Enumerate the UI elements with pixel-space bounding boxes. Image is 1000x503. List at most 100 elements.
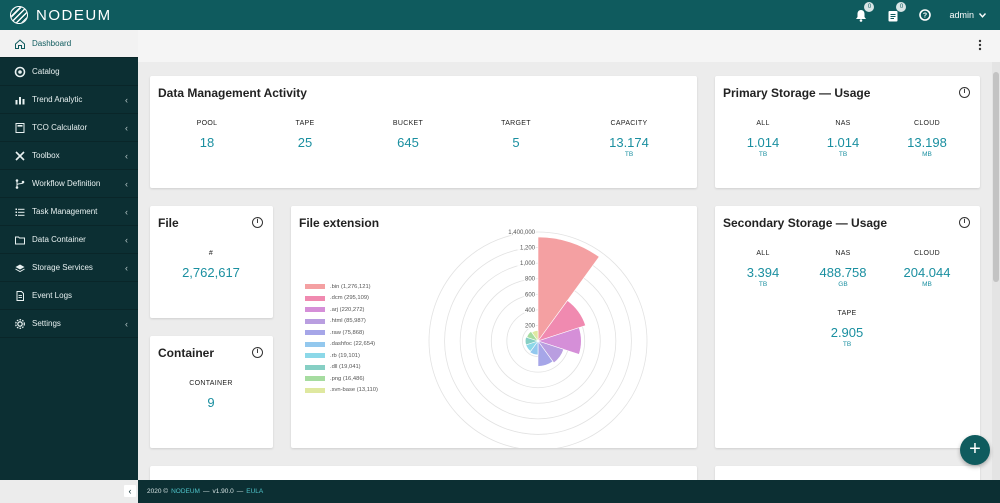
stat-value: 13.198 [907, 135, 947, 150]
sidebar-item-dashboard[interactable]: Dashboard [0, 30, 138, 58]
stat-value: 5 [512, 135, 520, 150]
slice-arj[interactable] [537, 327, 582, 355]
card-title: File [158, 216, 179, 230]
slice-bin[interactable] [537, 236, 600, 342]
stat-value: 204.044 [903, 265, 951, 280]
footer-copyright: 2020 © [147, 488, 169, 495]
legend-item[interactable]: .bin (1,276,121) [305, 281, 378, 293]
tick-label-bg [517, 259, 536, 267]
legend-item[interactable]: .rb (19,101) [305, 350, 378, 362]
scrollbar-thumb[interactable] [993, 72, 999, 282]
stat-value: 645 [397, 135, 419, 150]
chevron-left-icon: ‹ [125, 234, 128, 245]
slice-svn-base[interactable] [531, 330, 539, 342]
sidebar-item-label: Catalog [32, 67, 60, 76]
user-menu[interactable]: admin [949, 10, 986, 20]
sidebar-item-workflow-definition[interactable]: Workflow Definition ‹ [0, 170, 138, 198]
legend-item[interactable]: .dashfoc (22,654) [305, 339, 378, 351]
legend-swatch [305, 364, 325, 370]
sidebar: Dashboard Catalog Trend Analytic ‹ TCO Calcu… [0, 30, 138, 480]
sidebar-item-catalog[interactable]: Catalog [0, 58, 138, 86]
info-icon[interactable]: i [959, 217, 970, 228]
stat-label: CLOUD [913, 250, 940, 257]
slice-html[interactable] [537, 340, 565, 364]
legend-label: .bin (1,276,121) [330, 283, 371, 290]
sidebar-item-tco-calculator[interactable]: TCO Calculator ‹ [0, 114, 138, 142]
tick-label-bg [524, 306, 536, 314]
sidebar-item-event-logs[interactable]: Event Logs [0, 282, 138, 310]
stat-value: 2.905 [830, 325, 864, 340]
info-icon[interactable]: i [252, 347, 263, 358]
stat-label: CAPACITY [610, 120, 648, 127]
sidebar-item-data-container[interactable]: Data Container ‹ [0, 226, 138, 254]
help-icon: ? [919, 9, 932, 21]
sidebar-item-settings[interactable]: Settings ‹ [0, 310, 138, 338]
user-name: admin [949, 10, 974, 20]
legend-item[interactable]: .svn-base (13,110) [305, 385, 378, 397]
slice-dashfoc[interactable] [529, 340, 539, 356]
add-fab-button[interactable]: + [960, 435, 990, 465]
stat-all: ALL 1.014 TB [723, 120, 803, 158]
document-icon [14, 290, 26, 302]
tasks-badge: 0 [896, 2, 907, 12]
sidebar-item-storage-services[interactable]: Storage Services ‹ [0, 254, 138, 282]
home-icon [14, 38, 26, 50]
legend-item[interactable]: .raw (75,868) [305, 327, 378, 339]
chart-legend: .bin (1,276,121) .dcm (295,109) .arj (220,… [305, 281, 378, 396]
stat-unit: TB [758, 281, 768, 288]
slice-dcm[interactable] [537, 300, 586, 342]
chevron-left-icon: ‹ [125, 150, 128, 161]
nodeum-logo-icon [10, 6, 28, 24]
slice-dll[interactable] [524, 336, 539, 346]
folder-icon [14, 234, 26, 246]
stat-unit: TB [624, 151, 634, 158]
logo[interactable]: NODEUM [10, 6, 112, 24]
tools-icon [14, 150, 26, 162]
stat-value: 1.014 [746, 135, 780, 150]
sidebar-item-label: Event Logs [32, 291, 73, 300]
collapse-sidebar-button[interactable]: ‹ [124, 485, 136, 497]
tasks-button[interactable]: 0 [885, 2, 907, 23]
footer-version: v1.90.0 [212, 488, 234, 495]
chevron-down-icon [979, 12, 986, 18]
slice-raw[interactable] [537, 340, 554, 367]
stat-container: CONTAINER 9 [171, 380, 251, 410]
sidebar-item-trend-analytic[interactable]: Trend Analytic ‹ [0, 86, 138, 114]
card-title: Secondary Storage — Usage [723, 216, 888, 230]
legend-item[interactable]: .dcm (295,109) [305, 293, 378, 305]
legend-item[interactable]: .dll (19,041) [305, 362, 378, 374]
info-icon[interactable]: i [959, 87, 970, 98]
chevron-left-icon: ‹ [128, 486, 132, 496]
footer-brand-link[interactable]: NODEUM [171, 488, 200, 495]
slice-png[interactable] [526, 331, 539, 342]
help-button[interactable]: ? [917, 7, 933, 23]
gear-icon [14, 318, 26, 330]
legend-swatch [305, 284, 325, 290]
stat-all: ALL 3.394 TB [723, 250, 803, 288]
logo-text: NODEUM [36, 6, 112, 24]
footer-eula-link[interactable]: EULA [246, 488, 264, 495]
notifications-button[interactable]: 0 [853, 2, 875, 23]
bell-icon [856, 9, 867, 22]
legend-label: .dcm (295,109) [330, 295, 369, 302]
stat-label: # [208, 250, 214, 257]
chevron-left-icon: ‹ [125, 178, 128, 189]
scrollbar[interactable] [992, 62, 1000, 480]
stat-label: TARGET [501, 120, 531, 127]
stat-value: 2,762,617 [182, 265, 240, 280]
secondary-storage-card: Secondary Storage — Usage i ALL 3.394 TB… [715, 206, 980, 448]
sidebar-item-toolbox[interactable]: Toolbox ‹ [0, 142, 138, 170]
chevron-left-icon: ‹ [125, 318, 128, 329]
legend-item[interactable]: .arj (220,272) [305, 304, 378, 316]
legend-item[interactable]: .html (85,987) [305, 316, 378, 328]
sidebar-item-task-management[interactable]: Task Management ‹ [0, 198, 138, 226]
info-icon[interactable]: i [252, 217, 263, 228]
clipboard-icon [888, 10, 898, 21]
stat-value: 1.014 [826, 135, 860, 150]
legend-item[interactable]: .png (16,486) [305, 373, 378, 385]
legend-swatch [305, 353, 325, 359]
radial-tick-label: 1,000 [520, 261, 536, 267]
legend-swatch [305, 295, 325, 301]
top-bar: NODEUM 0 0 ? admin [0, 0, 1000, 30]
more-options-button[interactable] [978, 39, 982, 51]
